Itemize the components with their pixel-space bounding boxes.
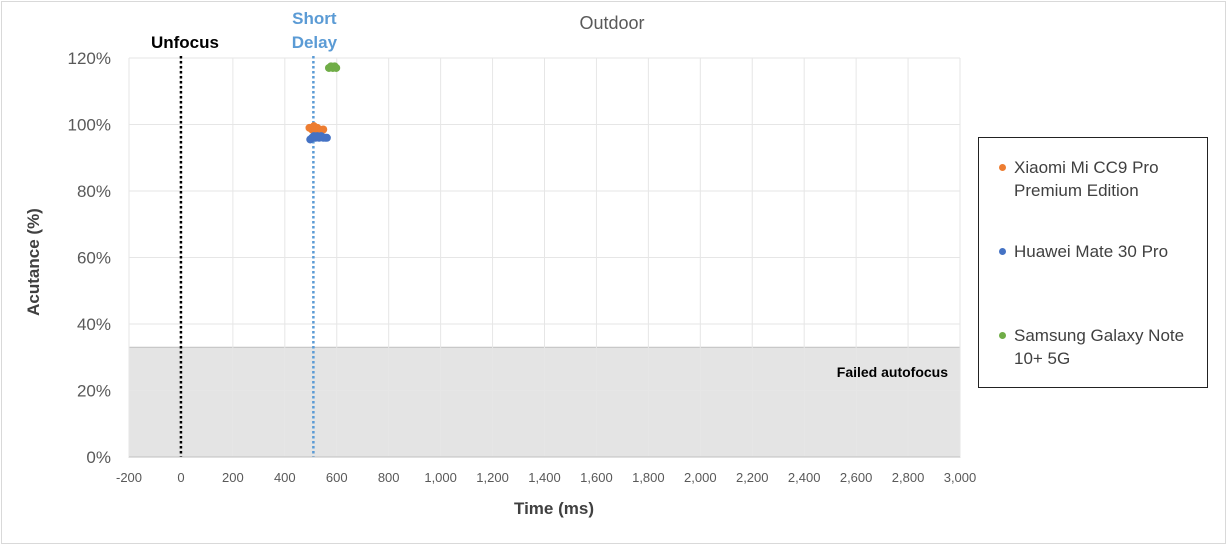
x-tick-label: 3,000 <box>944 470 977 485</box>
y-tick-label: 20% <box>77 382 111 401</box>
x-tick-label: 800 <box>378 470 400 485</box>
x-tick-label: 600 <box>326 470 348 485</box>
x-tick-label: 1,000 <box>424 470 457 485</box>
x-axis-label: Time (ms) <box>514 499 594 518</box>
failed-autofocus-label: Failed autofocus <box>837 364 948 380</box>
data-point-series-2 <box>332 63 341 72</box>
x-tick-label: 2,800 <box>892 470 925 485</box>
legend-marker <box>999 164 1006 171</box>
x-tick-label: 2,400 <box>788 470 821 485</box>
short-delay-line-label-1: Short <box>292 9 337 28</box>
legend-item-xiaomi: Xiaomi Mi CC9 Pro Premium Edition <box>999 156 1204 202</box>
y-tick-label: 0% <box>86 448 111 467</box>
legend-label-line2: 10+ 5G <box>1014 349 1071 368</box>
x-tick-label: 2,000 <box>684 470 717 485</box>
chart-legend: Xiaomi Mi CC9 Pro Premium Edition Huawei… <box>978 137 1208 388</box>
y-tick-label: 60% <box>77 249 111 268</box>
short-delay-line-label-2: Delay <box>292 33 338 52</box>
x-tick-label: 1,600 <box>580 470 613 485</box>
data-point-series-1 <box>322 133 331 142</box>
unfocus-line-label: Unfocus <box>151 33 219 52</box>
y-tick-label: 100% <box>68 116 111 135</box>
x-tick-label: 0 <box>177 470 184 485</box>
x-tick-label: 200 <box>222 470 244 485</box>
y-tick-label: 120% <box>68 49 111 68</box>
chart-title: Outdoor <box>579 13 644 33</box>
data-point-series-0 <box>319 125 328 134</box>
legend-item-huawei: Huawei Mate 30 Pro <box>999 240 1204 263</box>
y-tick-label: 80% <box>77 182 111 201</box>
legend-label-line2: Premium Edition <box>1014 181 1139 200</box>
x-tick-label: 1,800 <box>632 470 665 485</box>
x-tick-label: 2,200 <box>736 470 769 485</box>
legend-marker <box>999 248 1006 255</box>
x-tick-label: -200 <box>116 470 142 485</box>
x-tick-label: 1,200 <box>476 470 509 485</box>
legend-label-line1: Xiaomi Mi CC9 Pro <box>1014 158 1159 177</box>
legend-label-line1: Huawei Mate 30 Pro <box>1014 242 1169 261</box>
legend-marker <box>999 332 1006 339</box>
x-tick-label: 2,600 <box>840 470 873 485</box>
x-tick-label: 1,400 <box>528 470 561 485</box>
x-tick-label: 400 <box>274 470 296 485</box>
y-axis-label: Acutance (%) <box>24 208 43 316</box>
legend-item-samsung: Samsung Galaxy Note 10+ 5G <box>999 324 1204 370</box>
legend-label-line1: Samsung Galaxy Note <box>1014 326 1185 345</box>
y-tick-label: 40% <box>77 315 111 334</box>
